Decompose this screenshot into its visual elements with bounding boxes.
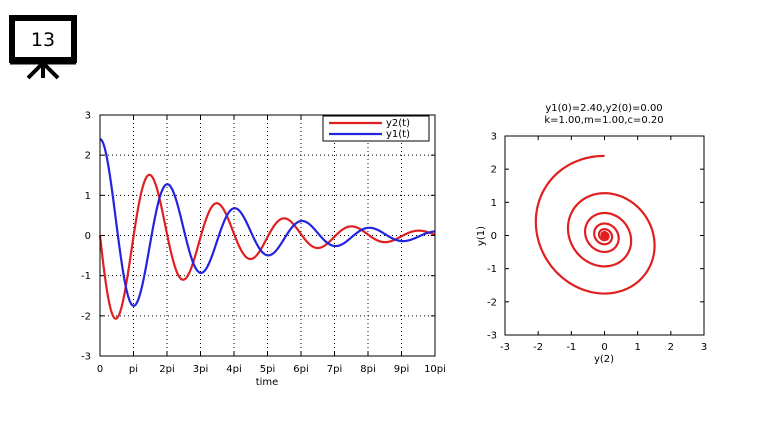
legend-label-y2: y2(t) xyxy=(386,118,410,129)
x-tick-label: 7pi xyxy=(327,364,343,375)
y-tick-label: 2 xyxy=(85,151,91,162)
chart-title-line-2: k=1.00,m=1.00,c=0.20 xyxy=(544,115,663,126)
x-tick-label: -1 xyxy=(566,342,576,353)
y-tick-label: -2 xyxy=(81,311,91,322)
series-line-y2 xyxy=(98,173,436,320)
axis-ticks: -3 -2 -1 0 1 2 3 3 2 1 0 -1 -2 -3 xyxy=(487,132,707,354)
presentation-board-icon: 13 xyxy=(9,15,77,80)
x-tick-label: pi xyxy=(129,364,138,375)
x-tick-label: 3 xyxy=(701,342,707,353)
y-tick-label: 3 xyxy=(85,111,91,122)
x-tick-label: 2pi xyxy=(159,364,175,375)
series-line-y1 xyxy=(99,138,436,307)
phase-curve xyxy=(534,154,656,295)
x-tick-label: 3pi xyxy=(193,364,209,375)
y-tick-label: 3 xyxy=(491,132,497,143)
y-tick-label: -1 xyxy=(487,264,497,275)
y-tick-label: 2 xyxy=(491,165,497,176)
x-axis-label: y(2) xyxy=(594,354,614,365)
chart-title-line-1: y1(0)=2.40,y2(0)=0.00 xyxy=(545,103,662,114)
x-tick-label: 10pi xyxy=(424,364,446,375)
legend-box xyxy=(322,115,430,142)
y-tick-label: -2 xyxy=(487,297,497,308)
slide-number: 13 xyxy=(31,29,55,51)
y-tick-label: -3 xyxy=(487,331,497,342)
x-tick-label: 6pi xyxy=(293,364,309,375)
y-tick-label: -1 xyxy=(81,271,91,282)
phase-spiral xyxy=(534,154,656,295)
x-tick-label: 2 xyxy=(668,342,674,353)
x-tick-label: 5pi xyxy=(260,364,276,375)
y-tick-label: -3 xyxy=(81,352,91,363)
x-tick-label: 0 xyxy=(601,342,607,353)
x-tick-label: 8pi xyxy=(360,364,376,375)
board-leg-right xyxy=(41,61,60,80)
y-tick-label: 0 xyxy=(85,231,91,242)
board-leg-left xyxy=(26,61,45,80)
x-tick-label: -3 xyxy=(500,342,510,353)
y-axis-label: y(1) xyxy=(476,226,487,246)
series-lines xyxy=(98,138,436,320)
legend: y2(t) y1(t) xyxy=(322,115,430,142)
axis-ticks: 0 pi 2pi 3pi 4pi 5pi 6pi 7pi 8pi 9pi 10pi 3 2 1 0 -1 -2 -… xyxy=(81,111,446,376)
x-tick-label: 1 xyxy=(634,342,640,353)
x-tick-label: -2 xyxy=(533,342,543,353)
x-tick-label: 4pi xyxy=(226,364,242,375)
y-tick-label: 1 xyxy=(85,191,91,202)
y-tick-label: 1 xyxy=(491,198,497,209)
legend-label-y1: y1(t) xyxy=(386,129,410,140)
x-axis-label: time xyxy=(256,377,279,388)
x-tick-label: 9pi xyxy=(394,364,410,375)
x-tick-label: 0 xyxy=(97,364,103,375)
y-tick-label: 0 xyxy=(491,231,497,242)
